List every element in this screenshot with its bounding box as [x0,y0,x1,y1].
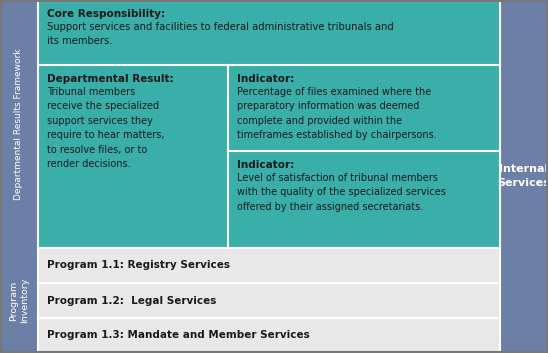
Text: Level of satisfaction of tribunal members
with the quality of the specialized se: Level of satisfaction of tribunal member… [237,173,446,212]
Text: Core Responsibility:: Core Responsibility: [47,9,165,19]
Bar [38,65,500,248]
Text: Indicator:: Indicator: [237,160,294,170]
Bar [500,0,548,353]
Text: Program
Inventory: Program Inventory [9,278,29,323]
Text: Support services and facilities to federal administrative tribunals and
its memb: Support services and facilities to feder… [47,22,394,46]
Text: Departmental Result:: Departmental Result: [47,74,174,84]
Text: Program 1.1: Registry Services: Program 1.1: Registry Services [47,261,230,270]
Bar [38,248,500,353]
Text: Program 1.2:  Legal Services: Program 1.2: Legal Services [47,295,216,305]
Text: Program 1.3: Mandate and Member Services: Program 1.3: Mandate and Member Services [47,330,310,341]
Bar [0,0,38,353]
Text: Indicator:: Indicator: [237,74,294,84]
Text: Departmental Results Framework: Departmental Results Framework [14,48,24,200]
Text: Percentage of files examined where the
preparatory information was deemed
comple: Percentage of files examined where the p… [237,87,437,140]
Text: Internal
Services: Internal Services [498,164,548,189]
Bar [38,0,500,65]
Text: Tribunal members
receive the specialized
support services they
require to hear m: Tribunal members receive the specialized… [47,87,164,169]
